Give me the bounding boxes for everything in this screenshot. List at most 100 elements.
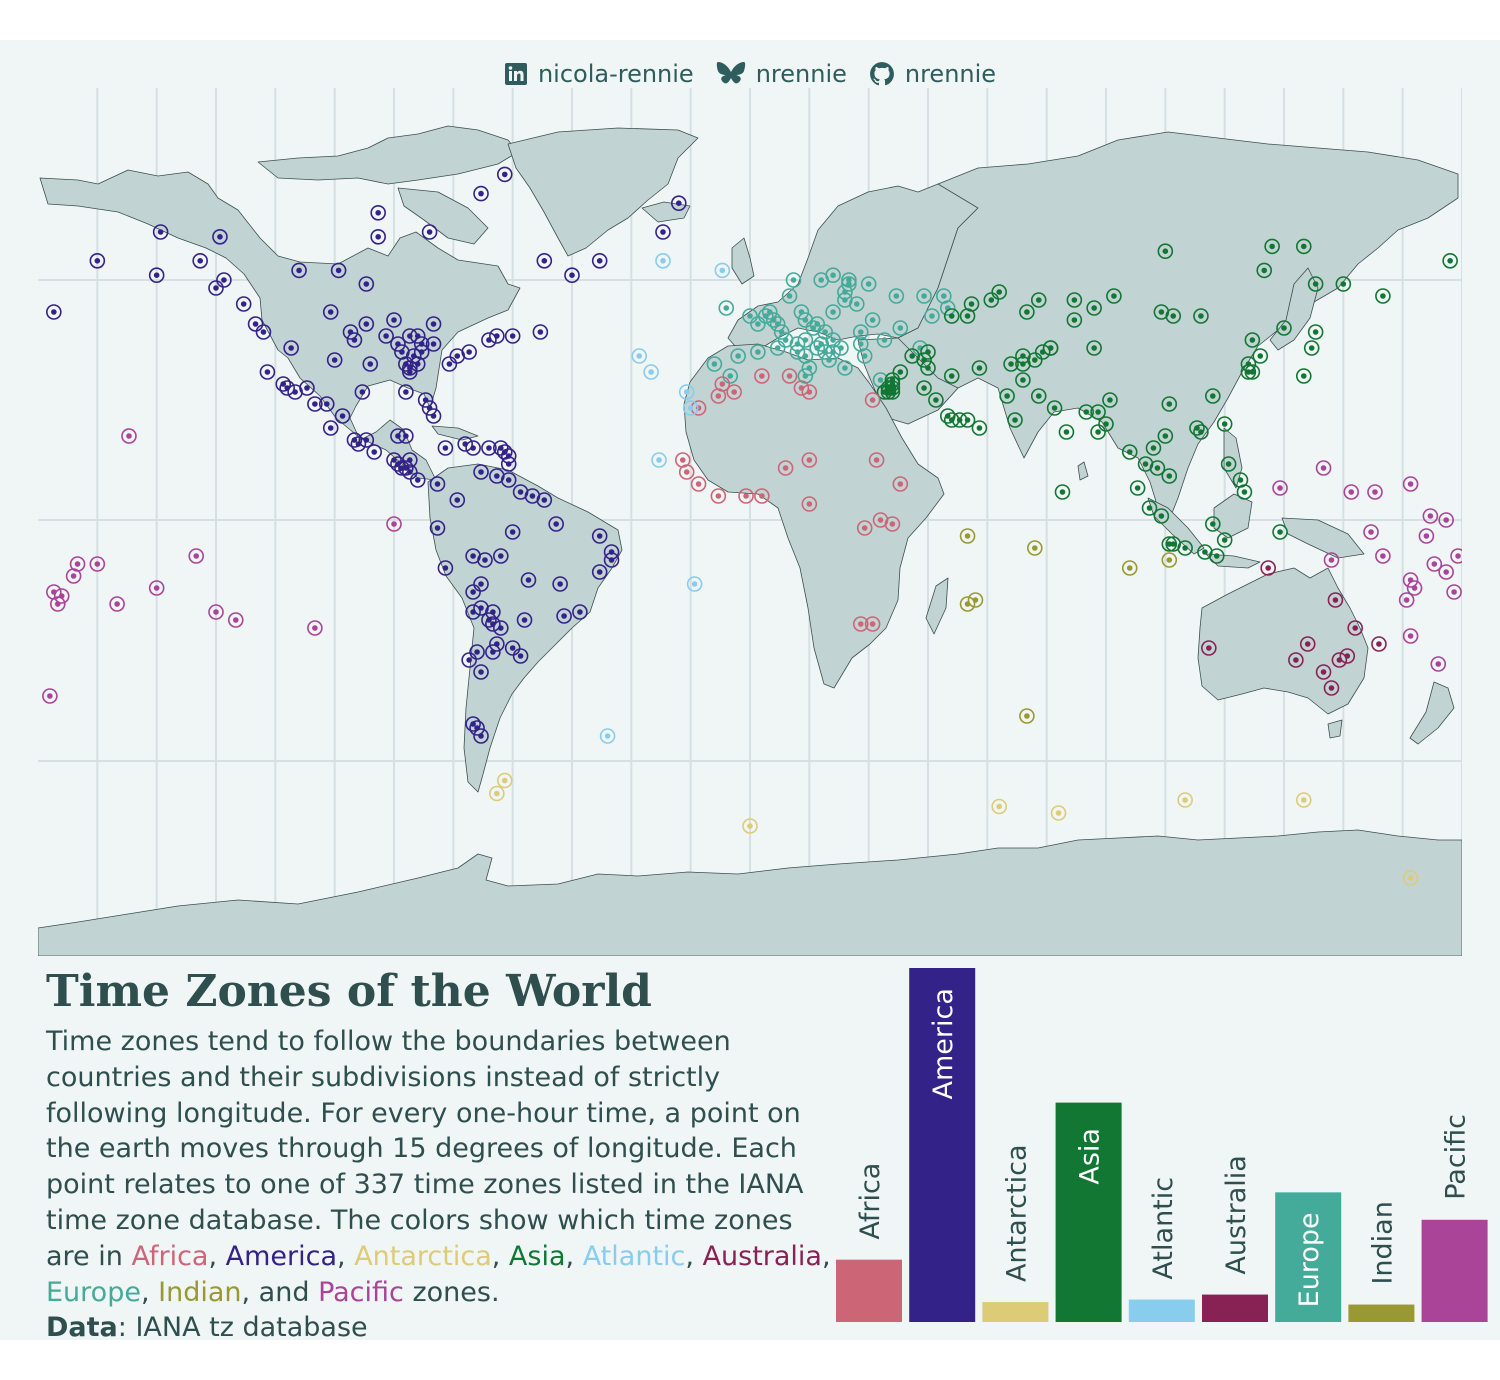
time-zone-point[interactable] bbox=[1177, 540, 1193, 556]
time-zone-point[interactable] bbox=[690, 476, 707, 492]
time-zone-point[interactable] bbox=[801, 496, 818, 512]
time-zone-point[interactable] bbox=[350, 436, 367, 452]
time-zone-point[interactable] bbox=[89, 253, 106, 269]
time-zone-point[interactable] bbox=[924, 308, 940, 324]
time-zone-point[interactable] bbox=[109, 596, 125, 612]
time-zone-point[interactable] bbox=[402, 452, 418, 468]
time-zone-point[interactable] bbox=[1042, 340, 1059, 356]
time-zone-point[interactable] bbox=[279, 380, 295, 396]
time-zone-point[interactable] bbox=[999, 388, 1015, 404]
time-zone-point[interactable] bbox=[781, 368, 798, 384]
time-zone-point[interactable] bbox=[1205, 388, 1221, 404]
time-zone-point[interactable] bbox=[1145, 440, 1162, 456]
time-zone-point[interactable] bbox=[678, 464, 695, 480]
time-zone-point[interactable] bbox=[1216, 416, 1233, 432]
time-zone-point[interactable] bbox=[603, 552, 620, 568]
time-zone-point[interactable] bbox=[726, 384, 742, 400]
time-zone-point[interactable] bbox=[920, 360, 936, 376]
time-zone-point[interactable] bbox=[1295, 792, 1312, 808]
time-zone-point[interactable] bbox=[722, 368, 739, 384]
time-zone-point[interactable] bbox=[473, 464, 489, 480]
time-zone-point[interactable] bbox=[742, 818, 758, 834]
time-zone-point[interactable] bbox=[449, 492, 466, 508]
time-zone-point[interactable] bbox=[860, 276, 877, 292]
time-zone-point[interactable] bbox=[437, 440, 454, 456]
time-zone-point[interactable] bbox=[556, 608, 572, 624]
time-zone-point[interactable] bbox=[809, 340, 826, 356]
time-zone-point[interactable] bbox=[789, 336, 806, 352]
time-zone-point[interactable] bbox=[1026, 540, 1043, 556]
time-zone-point[interactable] bbox=[848, 296, 865, 312]
time-zone-point[interactable] bbox=[1030, 292, 1047, 308]
time-zone-point[interactable] bbox=[1402, 870, 1419, 886]
time-zone-point[interactable] bbox=[750, 344, 766, 360]
time-zone-point[interactable] bbox=[1030, 388, 1047, 404]
time-zone-point[interactable] bbox=[421, 224, 438, 240]
time-zone-point[interactable] bbox=[1446, 584, 1462, 600]
time-zone-point[interactable] bbox=[837, 360, 853, 376]
time-zone-point[interactable] bbox=[247, 316, 264, 332]
time-zone-point[interactable] bbox=[951, 412, 968, 428]
time-zone-point[interactable] bbox=[1299, 636, 1316, 652]
time-zone-point[interactable] bbox=[655, 224, 671, 240]
time-zone-point[interactable] bbox=[1208, 548, 1225, 564]
time-zone-point[interactable] bbox=[291, 262, 307, 279]
time-zone-point[interactable] bbox=[682, 400, 699, 416]
time-zone-point[interactable] bbox=[841, 276, 857, 292]
time-zone-point[interactable] bbox=[1264, 238, 1280, 255]
time-zone-point[interactable] bbox=[465, 584, 481, 600]
bar-america[interactable] bbox=[909, 968, 976, 1322]
time-zone-point[interactable] bbox=[1307, 276, 1324, 292]
time-zone-point[interactable] bbox=[417, 392, 434, 408]
time-zone-point[interactable] bbox=[425, 336, 442, 352]
time-zone-point[interactable] bbox=[1161, 536, 1178, 552]
time-zone-point[interactable] bbox=[1066, 292, 1083, 308]
time-zone-point[interactable] bbox=[631, 348, 648, 364]
time-zone-point[interactable] bbox=[148, 580, 165, 596]
time-zone-point[interactable] bbox=[943, 412, 960, 428]
time-zone-point[interactable] bbox=[1295, 368, 1312, 384]
time-zone-point[interactable] bbox=[216, 272, 232, 288]
time-zone-point[interactable] bbox=[405, 348, 422, 364]
time-zone-point[interactable] bbox=[465, 440, 481, 456]
time-zone-point[interactable] bbox=[1276, 320, 1292, 336]
time-zone-point[interactable] bbox=[864, 392, 881, 408]
time-zone-point[interactable] bbox=[330, 262, 347, 279]
time-zone-point[interactable] bbox=[1129, 480, 1146, 496]
time-zone-point[interactable] bbox=[358, 316, 375, 332]
time-zone-point[interactable] bbox=[1121, 560, 1138, 576]
time-zone-point[interactable] bbox=[833, 340, 849, 356]
time-zone-point[interactable] bbox=[777, 460, 794, 476]
time-zone-point[interactable] bbox=[1288, 652, 1304, 668]
time-zone-point[interactable] bbox=[469, 720, 485, 736]
time-zone-point[interactable] bbox=[504, 524, 521, 540]
time-zone-point[interactable] bbox=[1418, 528, 1435, 544]
time-zone-point[interactable] bbox=[334, 408, 351, 424]
time-zone-point[interactable] bbox=[916, 288, 932, 304]
time-zone-point[interactable] bbox=[1323, 552, 1340, 568]
time-zone-point[interactable] bbox=[386, 516, 402, 532]
time-zone-point[interactable] bbox=[1272, 480, 1288, 496]
time-zone-point[interactable] bbox=[892, 320, 909, 336]
time-zone-point[interactable] bbox=[971, 360, 988, 376]
time-zone-point[interactable] bbox=[1019, 708, 1035, 724]
time-zone-point[interactable] bbox=[532, 324, 549, 340]
time-zone-point[interactable] bbox=[378, 328, 394, 344]
time-zone-point[interactable] bbox=[492, 548, 509, 564]
time-zone-point[interactable] bbox=[322, 420, 339, 436]
bar-antarctica[interactable] bbox=[982, 1302, 1049, 1322]
time-zone-point[interactable] bbox=[287, 384, 303, 400]
time-zone-point[interactable] bbox=[504, 328, 521, 344]
time-zone-point[interactable] bbox=[1189, 420, 1205, 436]
time-zone-point[interactable] bbox=[192, 253, 208, 269]
time-zone-point[interactable] bbox=[892, 476, 909, 492]
time-zone-point[interactable] bbox=[481, 332, 497, 348]
time-zone-point[interactable] bbox=[1422, 508, 1439, 524]
time-zone-point[interactable] bbox=[1106, 288, 1122, 304]
bar-atlantic[interactable] bbox=[1128, 1299, 1195, 1322]
time-zone-point[interactable] bbox=[1375, 548, 1391, 564]
time-zone-point[interactable] bbox=[465, 548, 481, 564]
time-zone-point[interactable] bbox=[892, 364, 909, 380]
time-zone-point[interactable] bbox=[362, 356, 379, 372]
time-zone-point[interactable] bbox=[1260, 560, 1276, 576]
